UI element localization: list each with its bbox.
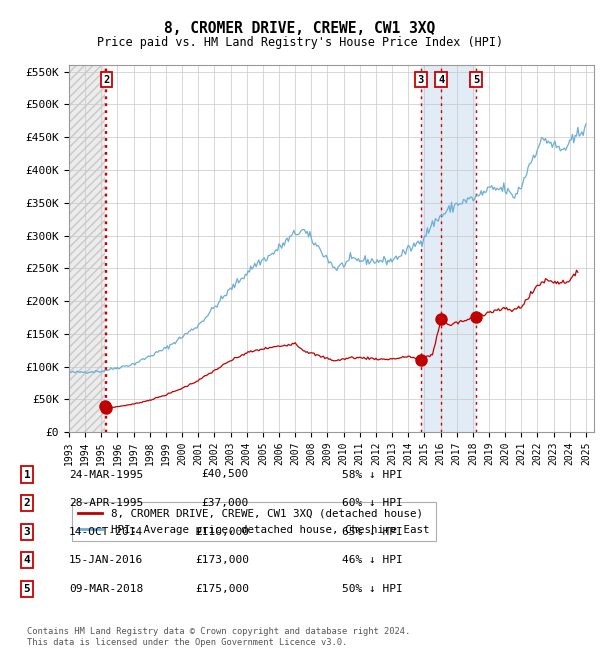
Text: £40,500: £40,500 — [202, 469, 249, 480]
Text: 60% ↓ HPI: 60% ↓ HPI — [342, 498, 403, 508]
Text: 4: 4 — [23, 555, 31, 566]
Text: £173,000: £173,000 — [195, 555, 249, 566]
Text: 15-JAN-2016: 15-JAN-2016 — [69, 555, 143, 566]
Text: 2: 2 — [23, 498, 31, 508]
Text: 3: 3 — [418, 75, 424, 84]
Text: 65% ↓ HPI: 65% ↓ HPI — [342, 526, 403, 537]
Text: 58% ↓ HPI: 58% ↓ HPI — [342, 469, 403, 480]
Text: £175,000: £175,000 — [195, 584, 249, 594]
Text: 8, CROMER DRIVE, CREWE, CW1 3XQ: 8, CROMER DRIVE, CREWE, CW1 3XQ — [164, 21, 436, 36]
Text: 3: 3 — [23, 526, 31, 537]
Text: Contains HM Land Registry data © Crown copyright and database right 2024.
This d: Contains HM Land Registry data © Crown c… — [27, 627, 410, 647]
Text: 46% ↓ HPI: 46% ↓ HPI — [342, 555, 403, 566]
Text: £37,000: £37,000 — [202, 498, 249, 508]
Bar — [441, 65, 476, 432]
Text: 09-MAR-2018: 09-MAR-2018 — [69, 584, 143, 594]
Text: Price paid vs. HM Land Registry's House Price Index (HPI): Price paid vs. HM Land Registry's House … — [97, 36, 503, 49]
Text: 5: 5 — [23, 584, 31, 594]
Bar — [421, 65, 441, 432]
Text: £110,000: £110,000 — [195, 526, 249, 537]
Text: 14-OCT-2014: 14-OCT-2014 — [69, 526, 143, 537]
Text: 1: 1 — [23, 469, 31, 480]
Text: 28-APR-1995: 28-APR-1995 — [69, 498, 143, 508]
Text: 50% ↓ HPI: 50% ↓ HPI — [342, 584, 403, 594]
Text: 4: 4 — [438, 75, 445, 84]
Bar — [69, 65, 105, 432]
Legend: 8, CROMER DRIVE, CREWE, CW1 3XQ (detached house), HPI: Average price, detached h: 8, CROMER DRIVE, CREWE, CW1 3XQ (detache… — [72, 502, 436, 541]
Text: 5: 5 — [473, 75, 479, 84]
Text: 24-MAR-1995: 24-MAR-1995 — [69, 469, 143, 480]
Text: 2: 2 — [103, 75, 110, 84]
